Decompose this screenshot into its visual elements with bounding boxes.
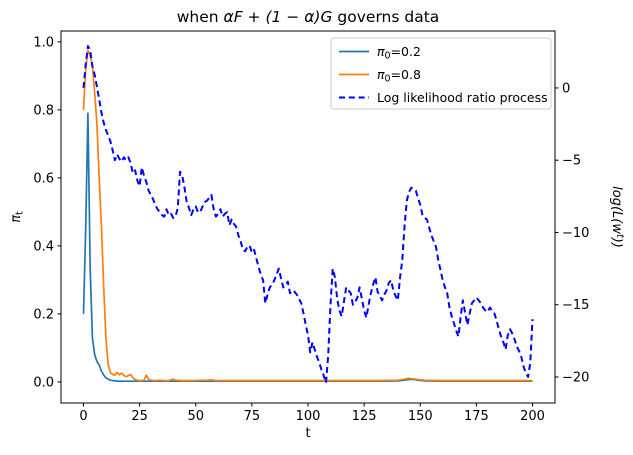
y-left-tick-label: 0.0 bbox=[33, 375, 54, 390]
y-right-label-pre: log(L(w bbox=[609, 186, 624, 234]
y-right-label-post: )) bbox=[609, 237, 624, 248]
chart-title-math: αF + (1 − α)G bbox=[223, 8, 332, 26]
y-left-tick-label: 0.4 bbox=[33, 239, 54, 254]
x-tick-label: 0 bbox=[79, 409, 87, 424]
x-tick-label: 75 bbox=[244, 409, 261, 424]
y-right-tick-label: 0 bbox=[562, 81, 570, 96]
y-right-axis-label: log(L(wt)) bbox=[609, 186, 625, 248]
y-left-label-main: π bbox=[9, 215, 24, 223]
y-left-tick-label: 0.6 bbox=[33, 171, 54, 186]
legend-entry-label-0: π0=0.2 bbox=[377, 44, 421, 62]
legend-entry-label-1: π0=0.8 bbox=[377, 67, 421, 85]
x-tick-label: 125 bbox=[352, 409, 377, 424]
y-right-tick-label: −5 bbox=[562, 154, 581, 169]
chart-title-post: governs data bbox=[332, 8, 439, 26]
y-left-tick-label: 0.2 bbox=[33, 307, 54, 322]
y-right-ticks: 0 −5 −10 −15 −20 bbox=[555, 81, 589, 385]
x-tick-label: 100 bbox=[296, 409, 321, 424]
series-line-2 bbox=[82, 45, 534, 384]
y-right-tick-label: −20 bbox=[562, 370, 589, 385]
chart-title-pre: when bbox=[177, 8, 224, 26]
x-tick-label: 150 bbox=[408, 409, 433, 424]
legend-box bbox=[330, 37, 552, 110]
y-left-label-sub: t bbox=[15, 211, 26, 215]
y-right-tick-label: −15 bbox=[562, 298, 589, 313]
y-right-label-sup: t bbox=[614, 234, 625, 239]
x-tick-label: 50 bbox=[187, 409, 204, 424]
series-line-1 bbox=[82, 49, 533, 382]
series-lines bbox=[82, 45, 534, 384]
x-axis-ticks: 0 25 50 75 100 125 150 175 200 bbox=[79, 403, 545, 424]
y-left-tick-label: 0.8 bbox=[33, 103, 54, 118]
chart-title: when αF + (1 − α)G governs data bbox=[177, 8, 440, 26]
legend: π0=0.2 π0=0.8 Log likelihood ratio process bbox=[330, 37, 552, 110]
y-left-axis-label: πt bbox=[9, 211, 26, 223]
x-tick-label: 175 bbox=[464, 409, 489, 424]
x-tick-label: 25 bbox=[131, 409, 148, 424]
y-left-ticks: 0.0 0.2 0.4 0.6 0.8 1.0 bbox=[33, 35, 61, 390]
legend-entry-label-2: Log likelihood ratio process bbox=[377, 90, 548, 105]
x-tick-label: 200 bbox=[520, 409, 545, 424]
x-axis-label: t bbox=[305, 426, 310, 441]
y-left-tick-label: 1.0 bbox=[33, 35, 54, 50]
y-right-tick-label: −10 bbox=[562, 226, 589, 241]
